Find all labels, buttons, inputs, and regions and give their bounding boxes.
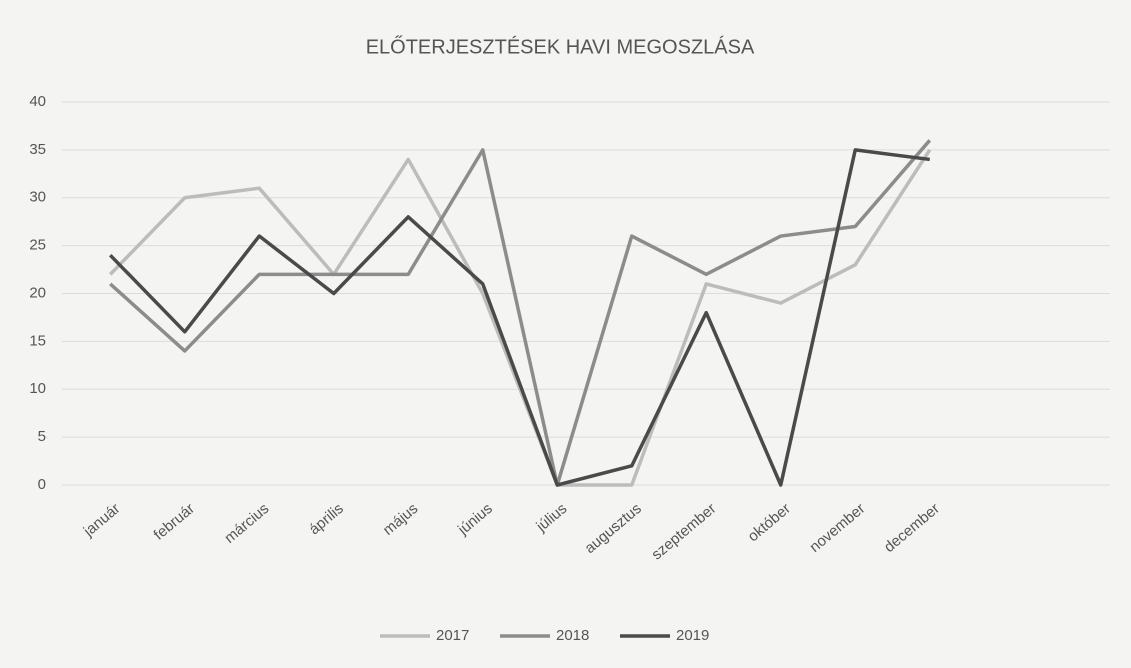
y-tick-label: 5 (38, 428, 46, 445)
y-tick-label: 10 (29, 380, 46, 397)
y-tick-label: 35 (29, 141, 46, 158)
y-tick-label: 30 (29, 189, 46, 206)
legend-label: 2019 (676, 627, 709, 644)
series-line (109, 139, 932, 487)
y-tick-label: 40 (29, 93, 46, 110)
y-tick-label: 25 (29, 237, 46, 254)
y-tick-label: 20 (29, 284, 46, 301)
series-line (108, 148, 930, 487)
y-tick-label: 0 (38, 476, 46, 493)
legend-label: 2017 (436, 627, 469, 644)
y-tick-label: 15 (29, 332, 46, 349)
chart-title: ELŐTERJESZTÉSEK HAVI MEGOSZLÁSA (366, 35, 755, 58)
legend-label: 2018 (556, 627, 589, 644)
